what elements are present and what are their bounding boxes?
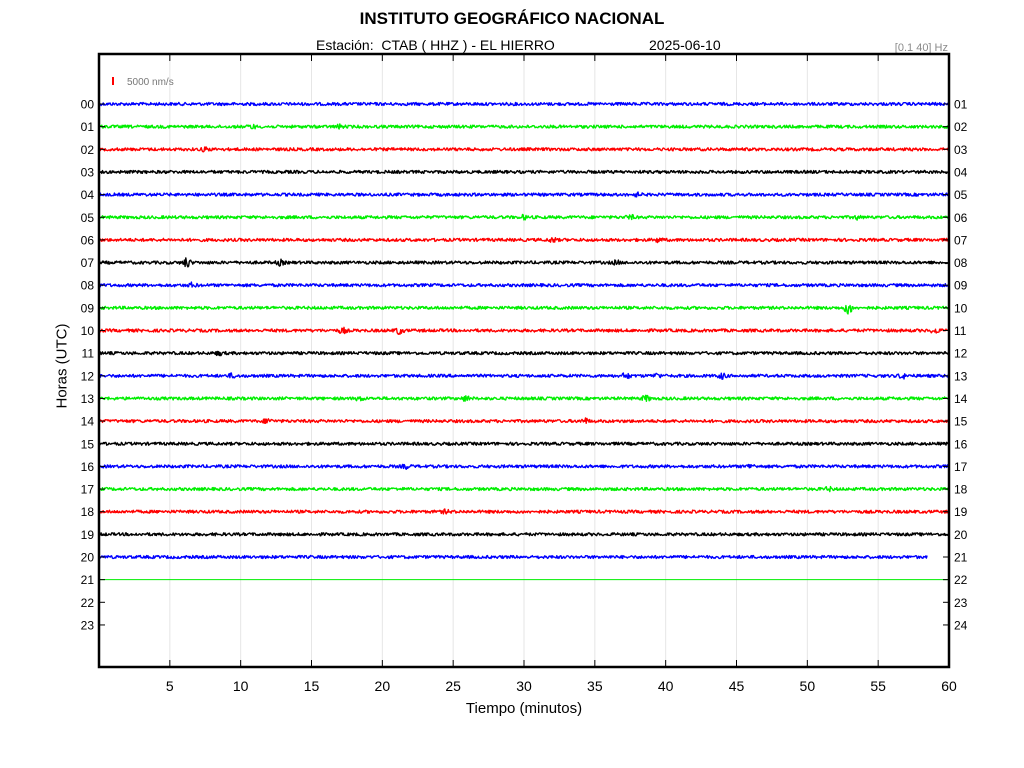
hour-label-right: 03 <box>954 143 968 157</box>
hour-label-right: 19 <box>954 505 968 519</box>
hour-label-right: 07 <box>954 233 968 247</box>
seismogram-trace <box>98 350 950 357</box>
hour-label-left: 07 <box>81 256 95 270</box>
hour-label-right: 01 <box>954 98 968 112</box>
seismogram-trace <box>98 257 950 268</box>
hour-label-left: 00 <box>81 98 95 112</box>
hour-label-left: 13 <box>81 392 95 406</box>
x-tick-label: 25 <box>445 678 461 694</box>
x-axis-ticks: 5 10 15 20 25 30 35 40 45 50 55 60 <box>166 54 957 694</box>
right-hour-ticks: 01 02 03 04 05 06 07 08 09 10 11 12 13 14 15 16 17 18 19 20… <box>943 98 968 632</box>
x-tick-label: 40 <box>658 678 674 694</box>
hour-label-left: 03 <box>81 165 95 179</box>
hour-label-right: 16 <box>954 437 968 451</box>
x-tick-label: 10 <box>233 678 249 694</box>
date-label: 2025-06-10 <box>649 37 721 53</box>
filter-band-label: [0.1 40] Hz <box>894 42 948 54</box>
x-tick-label: 20 <box>375 678 391 694</box>
hour-label-right: 04 <box>954 165 968 179</box>
hour-label-left: 05 <box>81 211 95 225</box>
hour-label-left: 16 <box>81 460 95 474</box>
grid-lines <box>169 54 879 667</box>
seismogram-trace <box>98 463 950 470</box>
hour-label-right: 05 <box>954 188 968 202</box>
hour-label-left: 08 <box>81 279 95 293</box>
seismogram-trace <box>98 441 950 446</box>
x-tick-label: 60 <box>941 678 957 694</box>
x-tick-label: 55 <box>870 678 886 694</box>
seismogram-trace <box>98 191 950 198</box>
hour-label-left: 12 <box>81 369 95 383</box>
hour-label-left: 19 <box>81 528 95 542</box>
seismogram-trace <box>99 304 950 315</box>
x-tick-label: 35 <box>587 678 603 694</box>
hour-label-left: 10 <box>81 324 95 338</box>
hour-label-left: 21 <box>81 573 95 587</box>
hour-label-right: 21 <box>954 551 968 565</box>
hour-label-left: 09 <box>81 301 95 315</box>
hour-label-right: 10 <box>954 301 968 315</box>
hour-label-left: 14 <box>81 415 95 429</box>
x-tick-label: 5 <box>166 678 174 694</box>
x-tick-label: 45 <box>729 678 745 694</box>
hour-label-right: 13 <box>954 369 968 383</box>
seismogram-trace <box>98 123 950 130</box>
hour-label-left: 22 <box>81 596 95 610</box>
seismogram-trace <box>99 532 950 537</box>
seismogram-trace <box>98 326 950 335</box>
seismogram-trace <box>98 213 950 221</box>
hour-label-right: 23 <box>954 596 968 610</box>
hour-label-right: 12 <box>954 347 968 361</box>
hour-label-right: 18 <box>954 483 968 497</box>
hour-label-right: 11 <box>954 324 967 338</box>
hour-label-right: 08 <box>954 256 968 270</box>
x-axis-label: Tiempo (minutos) <box>465 700 583 717</box>
seismogram-trace <box>98 101 950 107</box>
x-tick-label: 50 <box>800 678 816 694</box>
seismogram-trace <box>98 281 950 288</box>
seismogram-trace <box>98 417 949 424</box>
hour-label-right: 20 <box>954 528 968 542</box>
x-tick-label: 15 <box>304 678 320 694</box>
hour-label-left: 17 <box>81 483 95 497</box>
hour-label-right: 14 <box>954 392 968 406</box>
hour-label-left: 06 <box>81 233 95 247</box>
scale-bar-mark <box>112 77 114 85</box>
seismogram-trace <box>98 372 949 380</box>
hour-label-right: 09 <box>954 279 968 293</box>
hour-label-right: 06 <box>954 211 968 225</box>
hour-label-left: 02 <box>81 143 95 157</box>
amplitude-scale-bar: 5000 nm/s <box>112 77 174 88</box>
hour-label-right: 22 <box>954 573 968 587</box>
hour-label-right: 17 <box>954 460 968 474</box>
scale-bar-label: 5000 nm/s <box>127 77 174 88</box>
left-hour-ticks: 00 01 02 03 04 05 06 07 08 09 10 11 12 13 14 15 16 17 18 19… <box>81 98 105 632</box>
seismogram-traces <box>98 101 950 581</box>
seismogram-trace <box>98 169 950 175</box>
x-tick-label: 30 <box>516 678 532 694</box>
hour-label-left: 04 <box>81 188 95 202</box>
station-label: Estación: CTAB ( HHZ ) - EL HIERRO <box>316 37 555 53</box>
seismogram-trace <box>98 394 949 402</box>
seismogram-trace <box>98 485 949 493</box>
chart-title: INSTITUTO GEOGRÁFICO NACIONAL <box>359 9 665 28</box>
hour-label-left: 20 <box>81 551 95 565</box>
hour-label-right: 15 <box>954 415 968 429</box>
hour-label-left: 15 <box>81 437 95 451</box>
seismogram-trace <box>98 146 950 153</box>
seismogram-trace <box>98 508 950 515</box>
seismogram-trace <box>99 237 950 244</box>
hour-label-left: 11 <box>82 347 95 361</box>
hour-label-left: 01 <box>81 120 95 134</box>
seismogram-trace <box>98 554 928 560</box>
hour-label-right: 02 <box>954 120 968 134</box>
hour-label-left: 18 <box>81 505 95 519</box>
hour-label-right: 24 <box>954 618 968 632</box>
hour-label-left: 23 <box>81 618 95 632</box>
